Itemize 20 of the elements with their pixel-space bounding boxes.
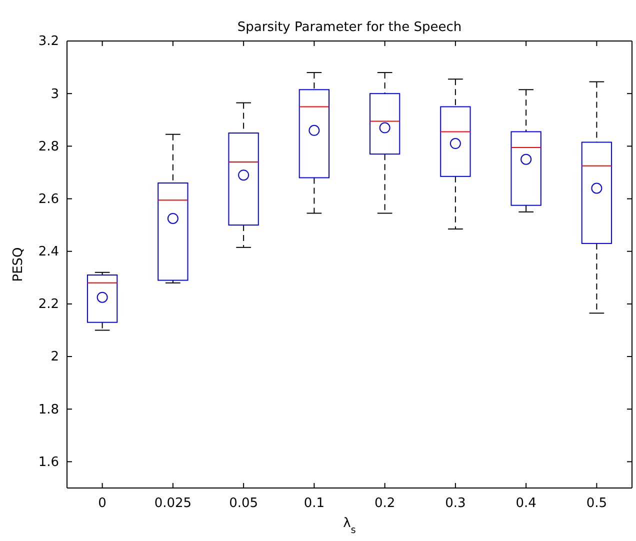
y-axis-title: PESQ: [11, 247, 26, 282]
y-tick-label: 1.8: [38, 402, 59, 418]
y-tick-label: 1.6: [38, 454, 59, 470]
y-tick-label: 2: [50, 350, 59, 365]
y-tick-label: 3.2: [38, 34, 59, 50]
y-tick-label: 2.2: [38, 297, 59, 312]
y-tick-label: 2.6: [38, 192, 59, 207]
chart-title: Sparsity Parameter for the Speech: [237, 20, 462, 35]
x-tick-label: 0: [98, 496, 106, 512]
x-tick-label: 0.4: [516, 496, 536, 512]
x-tick-label: 0.025: [154, 496, 192, 512]
x-axis-title: λ$_{s}$: [343, 516, 356, 536]
y-tick-label: 3: [50, 86, 59, 102]
x-tick-label: 0.5: [586, 496, 608, 512]
x-tick-label: 0.05: [229, 496, 258, 512]
y-tick-label: 2.4: [38, 244, 59, 260]
y-tick-label: 2.8: [38, 139, 59, 154]
x-tick-label: 0.1: [304, 496, 325, 512]
x-tick-label: 0.2: [374, 496, 396, 512]
x-tick-label: 0.3: [445, 496, 466, 512]
